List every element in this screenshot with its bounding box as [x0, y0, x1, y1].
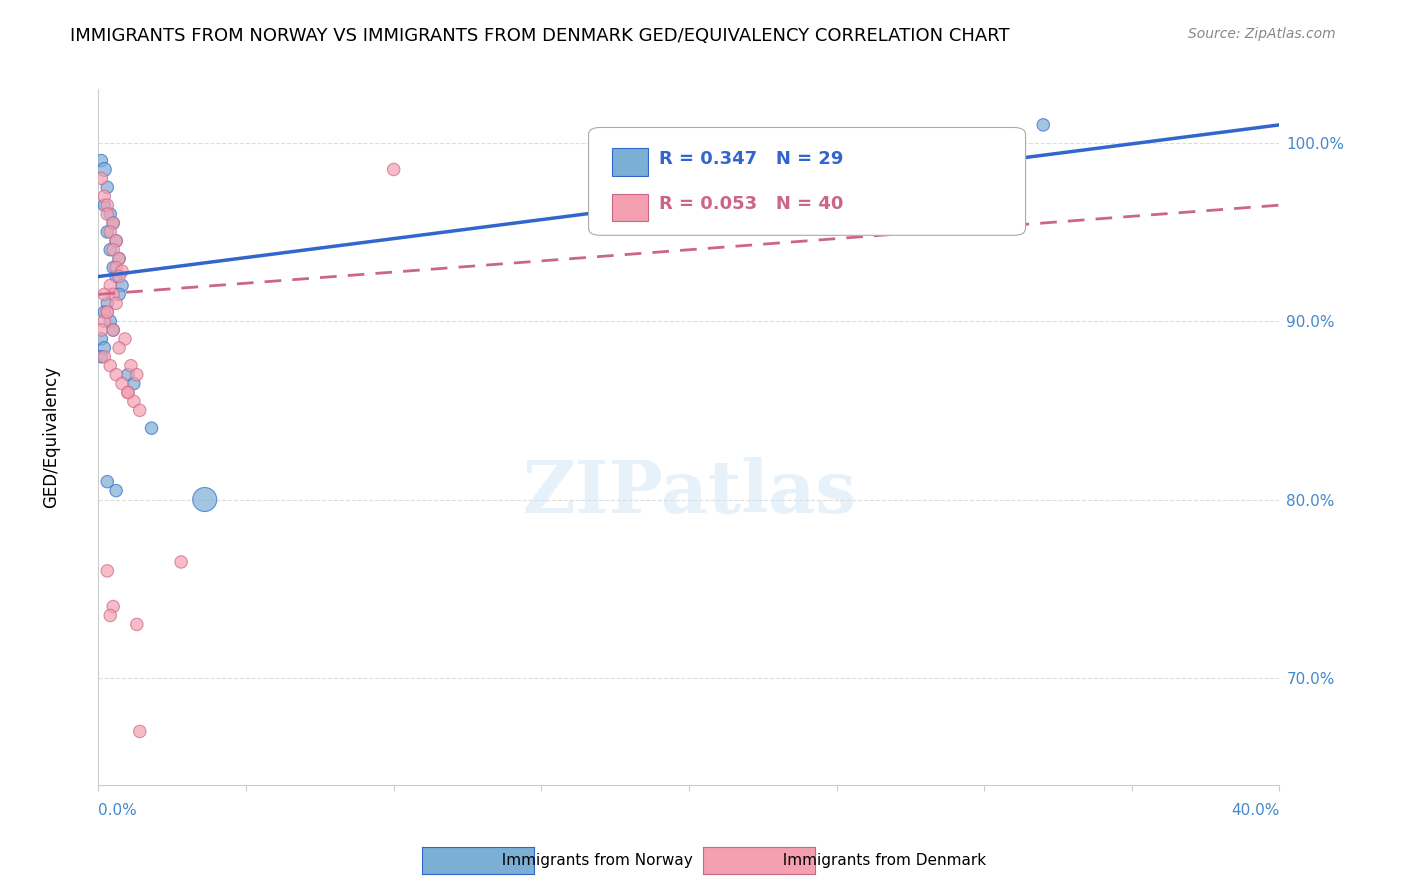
Text: 0.0%: 0.0% [98, 803, 138, 818]
Point [93, 198, 115, 212]
Point [103, 323, 125, 337]
Point [108, 269, 131, 284]
Point [125, 617, 148, 632]
Point [122, 394, 145, 409]
Point [98, 225, 121, 239]
Point [108, 341, 131, 355]
Point [382, 162, 405, 177]
Point [128, 724, 150, 739]
Text: ZIPatlas: ZIPatlas [522, 458, 856, 528]
Point [108, 287, 131, 301]
Point [90, 323, 112, 337]
Point [96, 475, 118, 489]
Text: IMMIGRANTS FROM NORWAY VS IMMIGRANTS FROM DENMARK GED/EQUIVALENCY CORRELATION CH: IMMIGRANTS FROM NORWAY VS IMMIGRANTS FRO… [70, 27, 1010, 45]
Point [93, 305, 115, 319]
Point [114, 332, 136, 346]
Point [141, 421, 163, 435]
Point [90, 332, 112, 346]
Text: Immigrants from Denmark: Immigrants from Denmark [773, 854, 987, 868]
Point [117, 368, 139, 382]
Point [93, 162, 115, 177]
Point [98, 359, 121, 373]
Point [98, 314, 121, 328]
Point [117, 385, 139, 400]
Point [103, 599, 125, 614]
Point [105, 368, 128, 382]
Point [96, 225, 118, 239]
Text: Immigrants from Norway: Immigrants from Norway [492, 854, 703, 868]
Point [98, 243, 121, 257]
Point [96, 305, 118, 319]
Bar [612, 194, 648, 221]
Point [105, 483, 128, 498]
Point [105, 260, 128, 275]
Point [93, 189, 115, 203]
Point [105, 269, 128, 284]
Point [96, 207, 118, 221]
Point [105, 296, 128, 310]
Point [111, 278, 134, 293]
Point [105, 234, 128, 248]
Point [120, 359, 142, 373]
Point [96, 564, 118, 578]
Text: 40.0%: 40.0% [1232, 803, 1279, 818]
Point [90, 171, 112, 186]
Point [170, 555, 193, 569]
Point [117, 385, 139, 400]
Point [98, 207, 121, 221]
Text: Source: ZipAtlas.com: Source: ZipAtlas.com [1188, 27, 1336, 41]
Point [108, 252, 131, 266]
Point [103, 216, 125, 230]
Text: R = 0.347   N = 29: R = 0.347 N = 29 [659, 150, 844, 168]
Bar [612, 148, 648, 177]
Point [678, 127, 700, 141]
Point [103, 216, 125, 230]
Point [103, 260, 125, 275]
Point [90, 153, 112, 168]
Point [90, 350, 112, 364]
Point [103, 243, 125, 257]
Point [93, 341, 115, 355]
Point [93, 287, 115, 301]
FancyBboxPatch shape [589, 128, 1025, 235]
Point [98, 608, 121, 623]
Point [96, 180, 118, 194]
Text: GED/Equivalency: GED/Equivalency [42, 366, 60, 508]
Point [1032, 118, 1054, 132]
Point [93, 314, 115, 328]
Point [105, 234, 128, 248]
Text: R = 0.053   N = 40: R = 0.053 N = 40 [659, 195, 844, 213]
Point [103, 323, 125, 337]
Point [96, 198, 118, 212]
Point [122, 376, 145, 391]
Point [96, 305, 118, 319]
Point [96, 296, 118, 310]
Point [103, 287, 125, 301]
Point [128, 403, 150, 417]
Point [125, 368, 148, 382]
Point [98, 278, 121, 293]
Point [194, 492, 217, 507]
Point [108, 252, 131, 266]
Point [111, 376, 134, 391]
Point [93, 350, 115, 364]
Point [111, 264, 134, 278]
